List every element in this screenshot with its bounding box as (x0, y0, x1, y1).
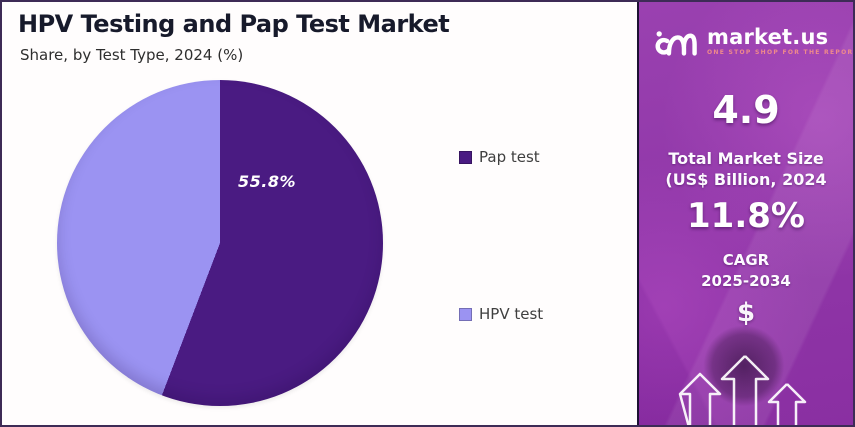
legend-swatch-hpv-test-icon (459, 307, 472, 321)
cagr-label: CAGR 2025-2034 (639, 250, 853, 292)
cagr-label-line1: CAGR (722, 251, 770, 269)
market-us-logo-icon (655, 31, 697, 56)
legend-swatch-pap-test-icon (459, 150, 472, 164)
dollar-icon: $ (736, 298, 756, 328)
brand-name: market.us (707, 25, 829, 49)
growth-arrows-icon (678, 355, 807, 425)
legend-item-hpv-test[interactable]: HPV test (459, 305, 543, 323)
market-size-label-line2: (US$ Billion, 2024 (665, 170, 827, 189)
brand-text: market.us ONE STOP SHOP FOR THE REPORTS (707, 26, 853, 56)
chart-subtitle: Share, by Test Type, 2024 (%) (20, 46, 244, 64)
market-size-label: Total Market Size (US$ Billion, 2024 (639, 148, 853, 190)
brand-sidebar: market.us ONE STOP SHOP FOR THE REPORTS … (637, 2, 853, 425)
brand-tagline: ONE STOP SHOP FOR THE REPORTS (707, 49, 853, 56)
legend-label-hpv-test: HPV test (479, 305, 544, 323)
pie-chart (57, 80, 383, 406)
cagr-label-line2: 2025-2034 (701, 272, 791, 290)
page-title: HPV Testing and Pap Test Market (18, 10, 450, 38)
brand-logo-link[interactable]: market.us ONE STOP SHOP FOR THE REPORTS (653, 22, 853, 60)
cagr-value: 11.8% (687, 196, 805, 236)
legend-label-pap-test: Pap test (479, 148, 540, 166)
legend-item-pap-test[interactable]: Pap test (459, 148, 540, 166)
market-size-value: 4.9 (712, 88, 780, 132)
market-size-label-line1: Total Market Size (668, 149, 824, 168)
pie-slice-label: 55.8% (238, 172, 297, 191)
chart-panel: HPV Testing and Pap Test Market Share, b… (2, 2, 637, 425)
